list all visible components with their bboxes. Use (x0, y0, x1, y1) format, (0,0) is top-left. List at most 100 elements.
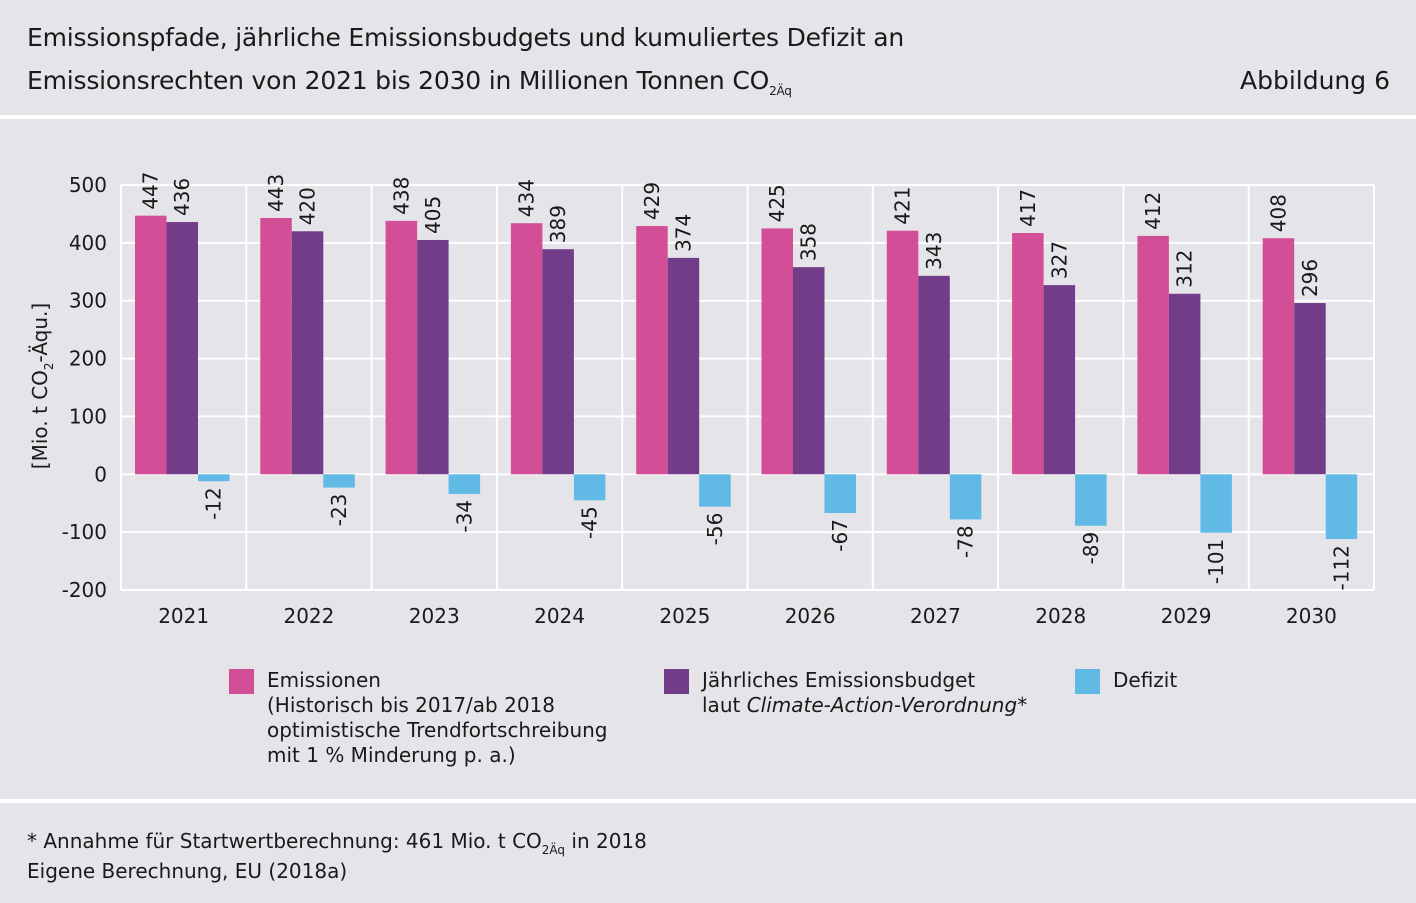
legend-text-budget: Jährliches Emissionsbudget laut Climate-… (702, 668, 1027, 718)
legend-note-line-1: (Historisch bis 2017/ab 2018 (267, 693, 555, 717)
label-emissionen: 412 (1141, 192, 1165, 230)
chart-title-text: Emissionsrechten von 2021 bis 2030 in Mi… (27, 66, 770, 95)
x-tick-label: 2030 (1286, 604, 1337, 628)
bar-emissionen (636, 226, 668, 475)
legend-label-budget: Jährliches Emissionsbudget (702, 668, 976, 692)
legend-swatch-budget (664, 669, 689, 694)
label-defizit: -12 (202, 487, 226, 520)
legend-swatch-emissionen (229, 669, 254, 694)
legend-note-line-2: optimistische Trendfortschreibung (267, 718, 608, 742)
bar-budget (1043, 285, 1076, 475)
legend-swatch-defizit (1075, 669, 1100, 694)
bar-budget (1168, 293, 1201, 475)
footnote-assumption: * Annahme für Startwertberechnung: 461 M… (27, 829, 647, 857)
bar-budget (417, 239, 449, 475)
bar-emissionen (260, 217, 292, 475)
bar-chart: 447 436 -12 443 420 -23 438 405 -34 434 389 -45 429 3… (28, 171, 1375, 628)
legend-note-budget-pre: laut (702, 693, 747, 717)
label-budget: 420 (296, 187, 320, 225)
y-tick-label: 400 (69, 231, 107, 255)
label-emissionen: 417 (1016, 189, 1040, 227)
x-tick-label: 2029 (1161, 604, 1212, 628)
label-defizit: -67 (828, 519, 852, 552)
chart-title-subscript: 2Äq (769, 84, 792, 98)
label-emissionen: 447 (139, 171, 163, 209)
y-axis-label-text: [Mio. t CO (28, 370, 52, 469)
label-emissionen: 438 (389, 177, 413, 215)
label-budget: 296 (1298, 259, 1322, 297)
x-tick-label: 2026 (785, 604, 836, 628)
label-budget: 389 (546, 205, 570, 243)
bar-emissionen (510, 223, 543, 475)
bar-defizit (1075, 474, 1107, 526)
legend-note-budget: laut Climate-Action-Verordnung* (702, 693, 1027, 718)
y-tick-label: -200 (62, 578, 107, 602)
figure-number: Abbildung 6 (1239, 66, 1390, 95)
label-emissionen: 434 (515, 179, 539, 217)
bar-budget (166, 222, 198, 475)
bar-budget (793, 267, 825, 475)
label-defizit: -78 (954, 525, 978, 558)
x-tick-label: 2028 (1035, 604, 1086, 628)
footnote-assumption-text: * Annahme für Startwertberechnung: 461 M… (27, 829, 542, 853)
x-tick-label: 2022 (283, 604, 334, 628)
label-emissionen: 408 (1266, 194, 1290, 232)
chart-title-line-1: Emissionspfade, jährliche Emissionsbudge… (27, 23, 904, 52)
label-defizit: -23 (327, 494, 351, 527)
legend-label-emissionen: Emissionen (267, 668, 381, 692)
y-tick-label: 0 (94, 462, 107, 486)
label-defizit: -45 (578, 506, 602, 539)
legend-note-line-3: mit 1 % Minderung p. a.) (267, 743, 516, 767)
bar-budget (667, 257, 700, 475)
bar-defizit (573, 474, 606, 501)
label-defizit: -56 (703, 513, 727, 546)
x-tick-label: 2025 (659, 604, 710, 628)
data-labels: 447 436 -12 443 420 -23 438 405 -34 434 389 -45 429 3… (139, 171, 1354, 590)
footnote-source: Eigene Berechnung, EU (2018a) (27, 859, 348, 883)
bar-emissionen (1137, 235, 1169, 475)
legend-label-defizit: Defizit (1113, 668, 1178, 692)
y-tick-label: 300 (69, 289, 107, 313)
bar-budget (918, 275, 950, 475)
label-defizit: -34 (452, 500, 476, 533)
x-tick-label: 2023 (409, 604, 460, 628)
y-axis-label-unit: -Äqu.] (28, 303, 52, 363)
label-budget: 327 (1047, 241, 1071, 279)
y-axis-label: [Mio. t CO2-Äqu.] (28, 303, 56, 469)
label-defizit: -89 (1079, 532, 1103, 565)
x-tick-label: 2024 (534, 604, 585, 628)
y-tick-label: 200 (69, 347, 107, 371)
bar-defizit (1325, 474, 1358, 540)
bar-emissionen (1262, 238, 1295, 475)
bar-budget (1294, 303, 1326, 475)
bar-defizit (448, 474, 481, 494)
bar-defizit (198, 474, 230, 482)
bar-emissionen (886, 230, 919, 475)
y-tick-label: -100 (62, 520, 107, 544)
label-budget: 436 (170, 178, 194, 216)
label-budget: 405 (421, 196, 445, 234)
y-tick-label: 500 (69, 173, 107, 197)
label-emissionen: 421 (891, 187, 915, 225)
bar-defizit (323, 474, 355, 488)
bar-budget (542, 249, 574, 475)
legend-text-emissionen: Emissionen (Historisch bis 2017/ab 2018 … (267, 668, 608, 768)
label-budget: 312 (1173, 250, 1197, 288)
x-tick-label: 2027 (910, 604, 961, 628)
y-axis: 500 400 300 200 100 0 -100 -200 (62, 173, 107, 602)
y-tick-label: 100 (69, 404, 107, 428)
footer-divider (0, 799, 1416, 803)
label-emissionen: 425 (765, 184, 789, 222)
bar-emissionen (385, 220, 418, 475)
figure-header: Emissionspfade, jährliche Emissionsbudge… (0, 0, 1416, 117)
label-emissionen: 443 (264, 174, 288, 212)
label-budget: 374 (671, 214, 695, 252)
y-axis-label-subscript: 2 (42, 362, 56, 370)
label-budget: 343 (922, 232, 946, 270)
bar-emissionen (1012, 233, 1044, 475)
footnote-assumption-year: in 2018 (565, 829, 647, 853)
bar-emissionen (761, 228, 793, 475)
label-budget: 358 (797, 223, 821, 261)
legend-note-budget-italic: Climate-Action-Verordnung (746, 693, 1018, 717)
bar-defizit (949, 474, 982, 520)
